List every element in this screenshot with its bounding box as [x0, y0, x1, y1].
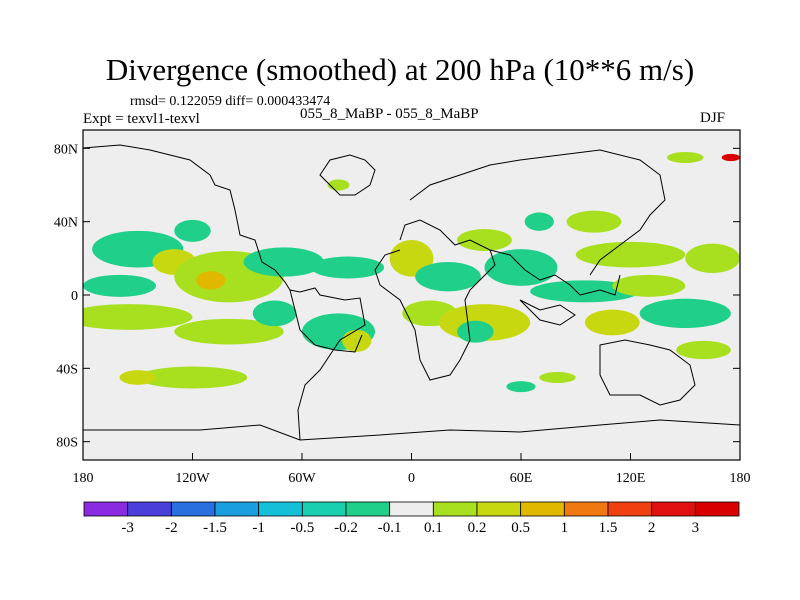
colorbar-label: 2	[648, 520, 656, 536]
divergence-cell-16	[415, 262, 481, 292]
colorbar-label: -2	[165, 520, 178, 536]
y-tick-label: 80S	[56, 436, 78, 451]
divergence-cell-25	[685, 243, 740, 273]
colorbar-label: 0.5	[511, 520, 530, 536]
colorbar-label: 3	[692, 520, 700, 536]
colorbar-swatch	[127, 501, 172, 517]
coastline-australia	[599, 339, 696, 406]
divergence-cell-17	[457, 229, 512, 251]
x-tick-label: 0	[408, 471, 415, 486]
divergence-cell-26	[639, 298, 731, 329]
coastline-greenland	[319, 154, 376, 196]
colorbar-label: 0.1	[424, 520, 443, 536]
coastline-europe-africa	[374, 219, 496, 381]
colorbar-swatch	[258, 501, 303, 517]
divergence-cell-33	[327, 179, 350, 191]
divergence-cell-12	[119, 370, 156, 385]
colorbar-label: -0.1	[378, 520, 402, 536]
x-tick-label: 180	[730, 471, 751, 486]
divergence-cell-11	[137, 366, 248, 389]
case-label: 055_8_MaBP - 055_8_MaBP	[300, 106, 479, 122]
colorbar-label: -1	[252, 520, 265, 536]
divergence-cell-4	[196, 271, 226, 290]
coastline-eurasia-north	[409, 149, 666, 276]
coastline-antarctica	[83, 419, 740, 441]
divergence-cell-9	[174, 318, 284, 345]
divergence-cell-6	[243, 247, 324, 277]
colorbar-swatch	[607, 501, 653, 517]
colorbar-swatch	[345, 501, 391, 517]
colorbar-swatch	[83, 501, 129, 517]
divergence-cell-27	[584, 309, 640, 336]
divergence-cell-30	[506, 381, 536, 393]
x-tick-label: 60W	[288, 471, 316, 486]
colorbar-swatch	[651, 501, 696, 517]
x-tick-label: 120E	[616, 471, 646, 486]
divergence-cell-34	[566, 210, 622, 233]
divergence-cell-29	[539, 372, 576, 383]
divergence-cell-21	[457, 320, 494, 343]
colorbar-swatch	[301, 501, 347, 517]
y-tick-label: 40S	[56, 362, 78, 377]
stats-line: rmsd= 0.122059 diff= 0.000433474	[130, 94, 331, 109]
colorbar-label: -3	[121, 520, 134, 536]
divergence-cell-8	[83, 304, 193, 330]
colorbar-label: 1	[561, 520, 569, 536]
chart-title: Divergence (smoothed) at 200 hPa (10**6 …	[105, 52, 695, 87]
divergence-cell-7	[311, 256, 385, 279]
y-tick-label: 80N	[54, 142, 78, 157]
divergence-cell-23	[612, 274, 686, 297]
colorbar-label: 1.5	[599, 520, 618, 536]
divergence-cell-1	[83, 274, 156, 297]
divergence-cell-28	[676, 340, 731, 360]
coastline-asia-south	[489, 249, 621, 296]
y-tick-label: 40N	[54, 216, 78, 231]
colorbar-swatch	[563, 501, 609, 517]
divergence-cell-31	[667, 152, 704, 163]
experiment-label: Expt = texvl1-texvl	[83, 111, 200, 127]
colorbar-label: -0.5	[290, 520, 314, 536]
colorbar-swatch	[432, 501, 478, 517]
coastline-south-america	[289, 289, 363, 353]
x-tick-label: 180	[73, 471, 94, 486]
divergence-cell-32	[721, 153, 740, 162]
divergence-cell-5	[174, 219, 211, 242]
colorbar-label: -1.5	[203, 520, 227, 536]
divergence-cell-18	[484, 249, 558, 286]
x-tick-label: 60E	[510, 471, 533, 486]
colorbar-swatch	[389, 501, 434, 517]
colorbar-swatch	[694, 501, 740, 517]
colorbar-swatch	[476, 501, 522, 517]
colorbar-label: 0.2	[468, 520, 487, 536]
y-tick-label: 0	[71, 289, 78, 304]
colorbar-swatch	[170, 501, 216, 517]
colorbar-label: -0.2	[334, 520, 358, 536]
divergence-cell-35	[524, 212, 554, 231]
colorbar-swatch	[214, 501, 260, 517]
divergence-cell-24	[575, 241, 686, 268]
coastline-north-america	[83, 144, 366, 441]
x-tick-label: 120W	[175, 471, 210, 486]
divergence-cell-10	[252, 300, 297, 327]
colorbar-swatch	[520, 501, 565, 517]
coastline-sea-island	[519, 299, 576, 326]
season-label: DJF	[700, 110, 726, 126]
divergence-cell-14	[342, 329, 372, 352]
